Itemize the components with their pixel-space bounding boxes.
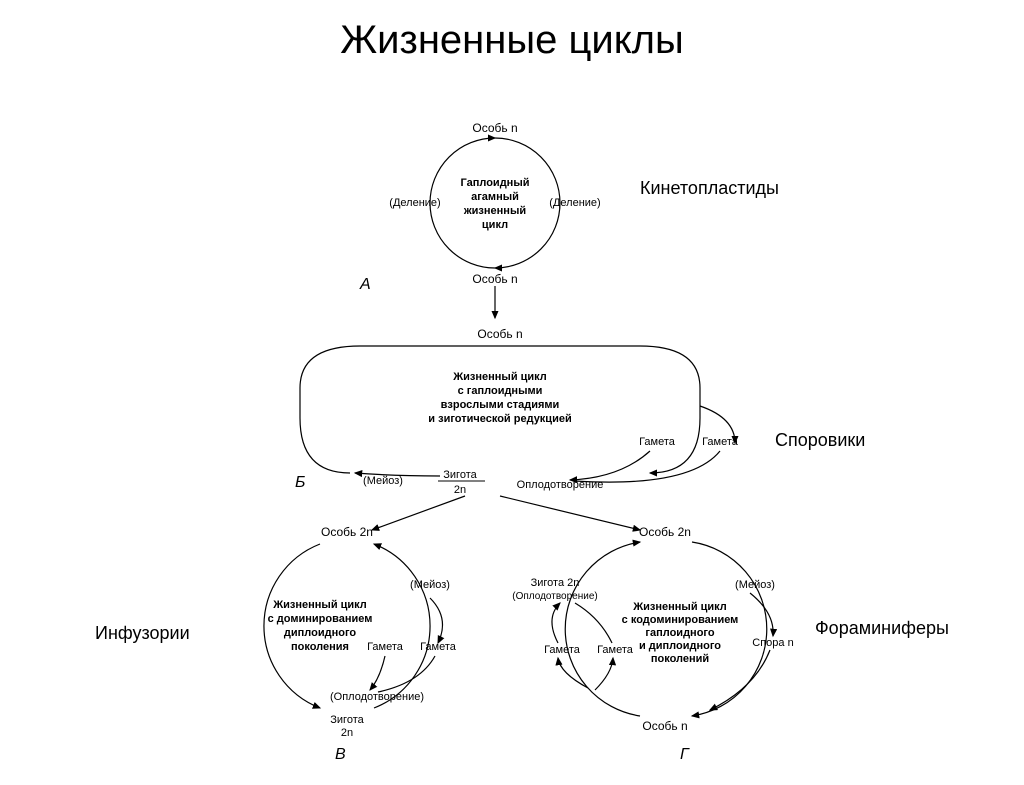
labelV-gam1: Гамета [367, 641, 404, 653]
labelA-bot: Особь n [472, 272, 517, 286]
centerB-3: и зиготической редукцией [428, 413, 571, 425]
centerV-3: поколения [291, 641, 349, 653]
panel-G: Особь 2n Особь n Зигота 2n (Оплодотворен… [512, 525, 793, 733]
labelG-gam2: Гамета [597, 644, 634, 656]
centerG-2: гаплоидного [645, 627, 714, 639]
centerG-3: и диплоидного [639, 640, 721, 652]
labelV-zigota: Зигота [330, 714, 364, 726]
labelB-meioz: (Мейоз) [363, 475, 403, 487]
labelV-gam2: Гамета [420, 641, 457, 653]
labelG-spora: Спора n [752, 637, 793, 649]
centerG-0: Жизненный цикл [632, 601, 727, 613]
panel-B: Особь n Гамета Гамета Оплодотворение Зиг… [300, 327, 739, 496]
diagram-svg: Особь n Особь n (Деление) (Деление) Гапл… [0, 18, 1024, 785]
panel-A: Особь n Особь n (Деление) (Деление) Гапл… [389, 121, 600, 286]
labelB-gam2: Гамета [702, 436, 739, 448]
connector-BG [500, 496, 640, 530]
labelG-zigota2n: Зигота 2n [531, 577, 580, 589]
centerB-1: с гаплоидными [458, 385, 543, 397]
centerB-2: взрослыми стадиями [441, 399, 560, 411]
centerG-1: с кодоминированием [622, 614, 739, 626]
centerV-2: диплоидного [284, 627, 356, 639]
labelG-meioz: (Мейоз) [735, 579, 775, 591]
labelG-bot: Особь n [642, 719, 687, 733]
labelB-top: Особь n [477, 327, 522, 341]
labelV-oplodot: (Оплодотворение) [330, 691, 424, 703]
labelB-oplodot: Оплодотворение [517, 479, 604, 491]
centerG-4: поколений [651, 653, 709, 665]
labelV-meioz: (Мейоз) [410, 579, 450, 591]
labelA-right: (Деление) [549, 197, 600, 209]
labelB-gam1: Гамета [639, 436, 676, 448]
centerA-1: агамный [471, 191, 519, 203]
labelV-zigota2n: 2n [341, 727, 353, 739]
panel-V: Особь 2n (Мейоз) Гамета Гамета (Оплодотв… [264, 525, 457, 739]
centerA-2: жизненный [463, 205, 526, 217]
connector-BV [372, 496, 465, 530]
labelV-top: Особь 2n [321, 525, 373, 539]
labelA-top: Особь n [472, 121, 517, 135]
centerV-0: Жизненный цикл [272, 599, 367, 611]
labelA-left: (Деление) [389, 197, 440, 209]
labelG-gam1: Гамета [544, 644, 581, 656]
centerA-0: Гаплоидный [461, 177, 530, 189]
labelG-oplodot: (Оплодотворение) [512, 591, 597, 602]
labelB-zigota: Зигота [443, 469, 477, 481]
centerV-1: с доминированием [268, 613, 373, 625]
centerA-3: цикл [482, 219, 508, 231]
labelG-top: Особь 2n [639, 525, 691, 539]
centerB-0: Жизненный цикл [452, 371, 547, 383]
labelB-zigota2n: 2n [454, 484, 466, 496]
